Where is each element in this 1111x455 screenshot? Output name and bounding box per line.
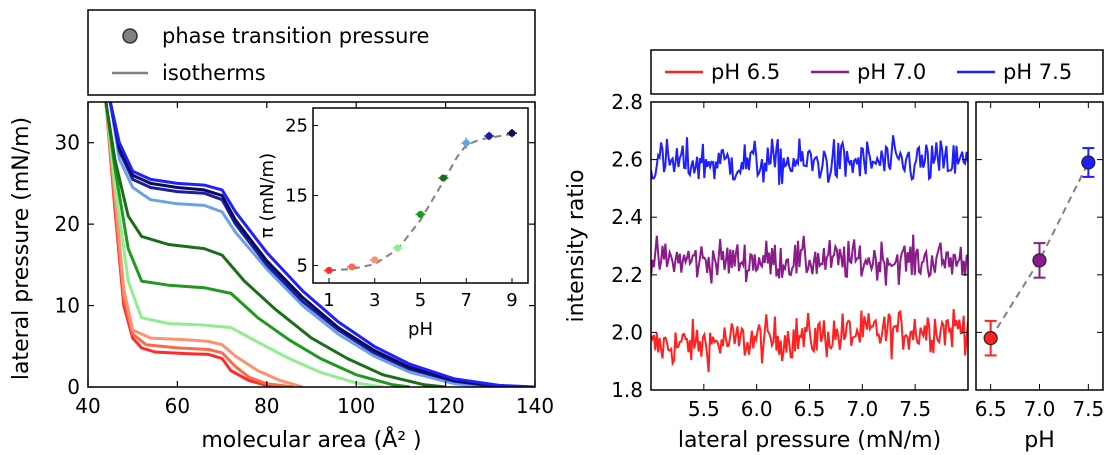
inset-y-tick-label: 25	[285, 116, 308, 137]
y-tick-label: 0	[67, 375, 80, 399]
isotherm-line-8	[108, 102, 500, 387]
intensity-trace-3	[651, 135, 968, 185]
inset-point	[348, 263, 356, 271]
isotherm-line-2	[104, 102, 294, 387]
isotherm-line-5	[104, 102, 411, 387]
y-tick-label: 10	[55, 294, 80, 318]
x-tick-label: 6.5	[975, 397, 1007, 421]
legend-marker-circle	[122, 28, 138, 44]
y-tick-label: 30	[55, 131, 80, 155]
x-tick-label: 7.0	[846, 397, 878, 421]
isotherm-line-7	[108, 102, 491, 387]
inset-frame	[312, 107, 529, 284]
legend-label: pH 6.5	[711, 60, 780, 84]
inset-y-tick-label: 15	[285, 186, 308, 207]
inset-point	[508, 129, 516, 137]
x-tick-label: 60	[165, 394, 190, 418]
x-tick-label: 6.5	[794, 397, 826, 421]
legend-label: pH 7.0	[857, 60, 926, 84]
intensity-plot: 5.5 6.0 6.5 7.0 7.5 1.8 2.0 2.2 2.4 2.6 2.8 lateral…	[564, 90, 969, 453]
legend-label: pH 7.5	[1003, 60, 1072, 84]
x-axis-label: molecular area (Å² )	[201, 426, 421, 453]
x-tick-label: 6.0	[741, 397, 773, 421]
y-axis-label: intensity ratio	[564, 169, 589, 322]
inset-point	[394, 244, 402, 252]
y-tick-label: 2.2	[611, 263, 643, 287]
ratio-fit-line	[989, 162, 1090, 339]
x-tick-label: 120	[427, 394, 465, 418]
x-tick-label: 100	[337, 394, 375, 418]
isotherm-line-10	[108, 102, 535, 387]
y-axis-label: lateral pressure (mN/m)	[9, 117, 34, 380]
y-tick-label: 1.8	[611, 378, 643, 402]
isotherm-line-3	[104, 102, 304, 387]
inset-x-tick-label: 9	[506, 290, 517, 311]
inset-y-tick-label: 5	[297, 256, 308, 277]
intensity-trace-1	[651, 309, 968, 373]
inset-point	[485, 132, 493, 140]
legend-frame	[650, 49, 1104, 95]
ratio-vs-ph-plot: 6.5 7.0 7.5 pH	[975, 101, 1104, 453]
ratio-point	[1032, 253, 1047, 268]
x-tick-label: 7.0	[1024, 397, 1056, 421]
inset-x-tick-label: 5	[415, 290, 426, 311]
isotherm-line-9	[108, 102, 509, 387]
inset-point	[417, 210, 424, 218]
ratio-point	[1081, 155, 1096, 170]
inset-y-axis-label: π (mN/m)	[257, 153, 278, 238]
x-tick-label: 7.5	[1072, 397, 1104, 421]
intensity-traces	[651, 135, 968, 373]
x-axis-label: lateral pressure (mN/m)	[678, 428, 941, 453]
x-tick-label: 40	[75, 394, 100, 418]
y-tick-label: 2.6	[611, 148, 643, 172]
x-tick-label: 140	[516, 394, 554, 418]
intensity-legend: pH 6.5 pH 7.0 pH 7.5	[650, 49, 1104, 95]
isotherm-line-4	[104, 102, 384, 387]
isotherm-line-6	[104, 102, 446, 387]
legend-label: isotherms	[162, 61, 266, 85]
x-tick-label: 80	[254, 394, 279, 418]
legend-frame	[87, 9, 536, 96]
inset-x-tick-label: 7	[461, 290, 472, 311]
inset-x-axis-label: pH	[408, 319, 433, 340]
y-tick-label: 2.4	[611, 205, 643, 229]
inset-x-tick-label: 3	[369, 290, 380, 311]
y-tick-label: 2.8	[611, 90, 643, 114]
inset-x-tick-label: 1	[323, 290, 334, 311]
inset-point	[462, 139, 470, 147]
isotherm-plot: 40 60 80 100 120 140 0 10 20 30 molecular area (Å²…	[9, 101, 554, 453]
intensity-trace-2	[651, 234, 968, 286]
inset-point	[439, 174, 447, 182]
isotherm-legend: phase transition pressure isotherms	[87, 9, 536, 96]
ratio-point	[983, 331, 998, 346]
inset-point	[371, 256, 379, 264]
isotherm-lines	[104, 102, 535, 387]
x-tick-label: 5.5	[688, 397, 720, 421]
y-tick-label: 2.0	[611, 320, 643, 344]
legend-label: phase transition pressure	[162, 24, 429, 48]
x-axis-label: pH	[1024, 428, 1055, 453]
x-tick-label: 7.5	[899, 397, 931, 421]
y-tick-label: 20	[55, 212, 80, 236]
inset-fit-line	[328, 132, 513, 272]
inset-point	[325, 266, 333, 274]
isotherm-plot-frame	[87, 101, 536, 388]
isotherm-line-1	[104, 102, 285, 387]
